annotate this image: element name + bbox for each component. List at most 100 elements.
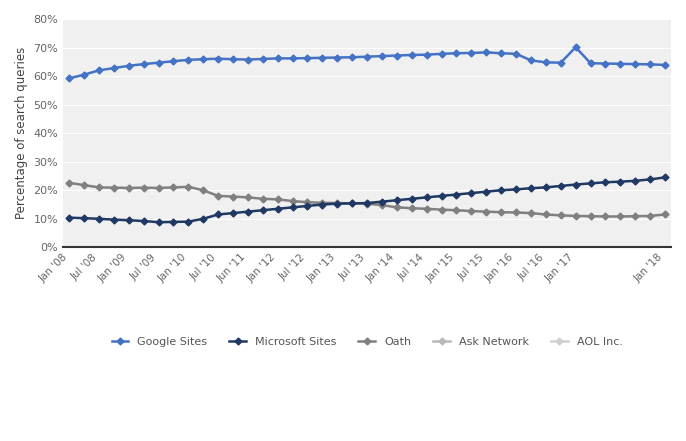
Oath <box>259 196 267 202</box>
Oath <box>125 185 133 191</box>
Google Sites <box>438 51 446 56</box>
Google Sites <box>169 59 178 64</box>
Google Sites <box>65 76 73 81</box>
Oath <box>348 201 356 206</box>
Oath <box>467 209 475 214</box>
Google Sites <box>348 55 356 60</box>
Google Sites <box>556 60 565 65</box>
Oath <box>482 209 490 214</box>
Google Sites <box>333 55 342 60</box>
Microsoft Sites <box>631 178 639 183</box>
Microsoft Sites <box>393 198 401 203</box>
Google Sites <box>378 53 386 59</box>
Oath <box>587 213 595 219</box>
Google Sites <box>407 52 416 58</box>
Oath <box>393 205 401 210</box>
Microsoft Sites <box>110 217 118 222</box>
Google Sites <box>229 56 237 62</box>
Oath <box>556 213 565 218</box>
Google Sites <box>259 56 267 62</box>
Microsoft Sites <box>407 196 416 202</box>
Google Sites <box>646 62 654 67</box>
Microsoft Sites <box>482 189 490 194</box>
Google Sites <box>512 51 520 56</box>
Google Sites <box>214 56 222 61</box>
Microsoft Sites <box>542 185 550 190</box>
Google Sites <box>661 62 669 67</box>
Microsoft Sites <box>467 191 475 196</box>
Google Sites <box>631 61 639 67</box>
Oath <box>378 202 386 208</box>
Microsoft Sites <box>259 208 267 213</box>
Microsoft Sites <box>289 205 297 210</box>
Microsoft Sites <box>318 202 327 207</box>
Oath <box>214 193 222 198</box>
Legend: Google Sites, Microsoft Sites, Oath, Ask Network, AOL Inc.: Google Sites, Microsoft Sites, Oath, Ask… <box>107 333 627 352</box>
Google Sites <box>289 56 297 61</box>
Oath <box>110 185 118 191</box>
Google Sites <box>139 61 147 67</box>
Google Sites <box>467 50 475 56</box>
Oath <box>169 185 178 190</box>
Microsoft Sites <box>95 216 103 221</box>
Oath <box>661 212 669 217</box>
Oath <box>199 187 207 193</box>
Oath <box>229 194 237 199</box>
Oath <box>407 206 416 211</box>
Oath <box>631 213 639 219</box>
Oath <box>602 214 610 219</box>
Google Sites <box>244 57 252 62</box>
Oath <box>333 200 342 206</box>
Microsoft Sites <box>185 219 193 224</box>
Oath <box>154 185 163 191</box>
Microsoft Sites <box>616 179 624 184</box>
Google Sites <box>154 60 163 65</box>
Oath <box>616 214 624 219</box>
Y-axis label: Percentage of search queries: Percentage of search queries <box>15 47 28 219</box>
Oath <box>65 180 73 186</box>
Google Sites <box>587 60 595 66</box>
Microsoft Sites <box>363 200 371 206</box>
Microsoft Sites <box>423 195 431 200</box>
Google Sites <box>616 61 624 67</box>
Google Sites <box>185 57 193 63</box>
Microsoft Sites <box>512 187 520 192</box>
Oath <box>512 210 520 215</box>
Google Sites <box>497 51 506 56</box>
Google Sites <box>542 60 550 65</box>
Oath <box>139 185 147 191</box>
Oath <box>542 212 550 217</box>
Google Sites <box>363 54 371 60</box>
Google Sites <box>95 68 103 73</box>
Microsoft Sites <box>154 220 163 225</box>
Microsoft Sites <box>571 182 580 187</box>
Microsoft Sites <box>527 186 535 191</box>
Oath <box>452 208 460 213</box>
Microsoft Sites <box>587 181 595 186</box>
Microsoft Sites <box>556 183 565 189</box>
Oath <box>438 207 446 212</box>
Microsoft Sites <box>661 175 669 180</box>
Oath <box>289 198 297 204</box>
Oath <box>185 184 193 190</box>
Microsoft Sites <box>244 209 252 214</box>
Oath <box>571 213 580 219</box>
Google Sites <box>393 53 401 58</box>
Microsoft Sites <box>333 201 342 206</box>
Google Sites <box>602 61 610 66</box>
Oath <box>423 206 431 211</box>
Oath <box>274 197 282 202</box>
Microsoft Sites <box>303 203 311 209</box>
Google Sites <box>125 63 133 68</box>
Oath <box>244 195 252 200</box>
Oath <box>95 185 103 190</box>
Microsoft Sites <box>438 193 446 198</box>
Microsoft Sites <box>125 217 133 223</box>
Google Sites <box>303 56 311 61</box>
Microsoft Sites <box>348 201 356 206</box>
Oath <box>80 183 88 188</box>
Oath <box>303 200 311 205</box>
Microsoft Sites <box>274 206 282 211</box>
Google Sites <box>527 58 535 63</box>
Google Sites <box>452 51 460 56</box>
